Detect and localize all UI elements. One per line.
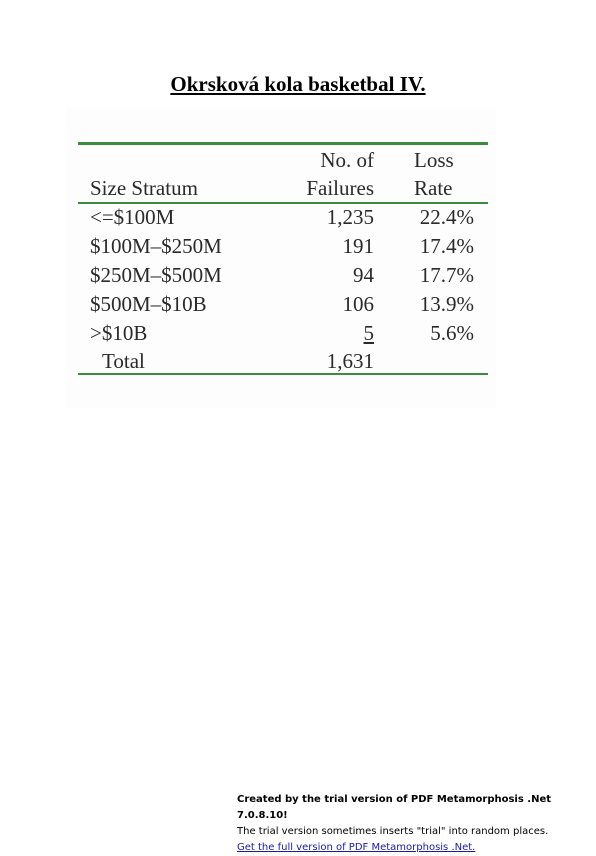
total-failures: 1,631 bbox=[326, 349, 374, 373]
row-stratum: $100M–$250M bbox=[90, 234, 222, 258]
full-version-link[interactable]: Get the full version of PDF Metamorphosi… bbox=[237, 842, 476, 853]
header-failures-line2: Failures bbox=[306, 176, 374, 200]
header-loss-line2: Rate bbox=[414, 176, 453, 200]
header-size-stratum: Size Stratum bbox=[90, 176, 198, 200]
row-loss-rate: 13.9% bbox=[419, 292, 474, 316]
trial-disclaimer: The trial version sometimes inserts "tri… bbox=[237, 826, 549, 837]
row-failures: 106 bbox=[342, 292, 375, 316]
header-failures-line1: No. of bbox=[320, 148, 374, 172]
row-loss-rate: 17.7% bbox=[419, 263, 474, 287]
header-loss-line1: Loss bbox=[414, 148, 454, 172]
row-loss-rate: 22.4% bbox=[419, 205, 474, 229]
table-bottom-rule bbox=[78, 373, 488, 375]
table-top-rule bbox=[78, 142, 488, 145]
page-title: Okrsková kola basketbal IV. bbox=[170, 72, 426, 96]
row-loss-rate: 17.4% bbox=[419, 234, 474, 258]
failures-table: No. of Loss Size Stratum Failures Rate <… bbox=[66, 108, 496, 408]
row-stratum: $250M–$500M bbox=[90, 263, 222, 287]
row-failures: 94 bbox=[353, 263, 374, 287]
trial-notice: Created by the trial version of PDF Meta… bbox=[237, 794, 552, 821]
table-header-rule bbox=[78, 202, 488, 204]
row-failures: 1,235 bbox=[326, 205, 374, 229]
row-failures: 5 bbox=[363, 321, 375, 345]
total-label: Total bbox=[102, 349, 145, 373]
row-stratum: >$10B bbox=[90, 321, 148, 345]
row-failures: 191 bbox=[342, 234, 375, 258]
trial-footer: Created by the trial version of PDF Meta… bbox=[237, 792, 587, 856]
row-stratum: <=$100M bbox=[90, 205, 175, 229]
row-loss-rate: 5.6% bbox=[430, 321, 474, 345]
row-stratum: $500M–$10B bbox=[90, 292, 207, 316]
